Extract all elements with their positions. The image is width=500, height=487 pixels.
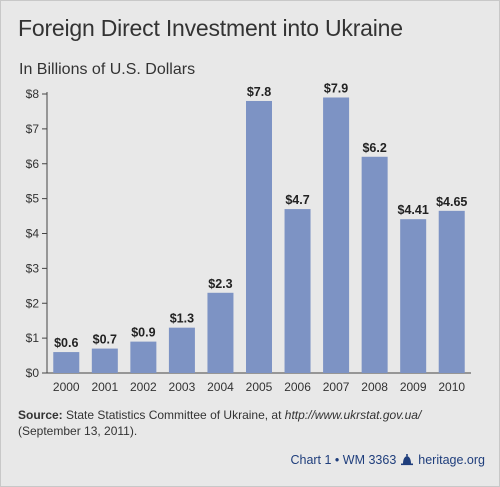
x-tick-label: 2004 — [207, 380, 234, 394]
bar — [323, 97, 350, 374]
bar — [91, 348, 118, 373]
source-note: Source: State Statistics Committee of Uk… — [18, 407, 488, 439]
data-label: $1.3 — [170, 312, 194, 326]
y-tick-label: $4 — [26, 227, 40, 241]
footer: Chart 1 • WM 3363 heritage.org — [290, 453, 485, 467]
x-tick-label: 2002 — [130, 380, 157, 394]
data-label: $0.9 — [131, 326, 155, 340]
bar-chart: $0 $1 $2 $3 $4 $5 $6 $7 $8 $0.6 2000 $0.7 2001 $0.9 20… — [26, 81, 471, 394]
x-tick-label: 2007 — [323, 380, 350, 394]
y-tick-label: $7 — [26, 122, 40, 136]
x-tick-label: 2006 — [284, 380, 311, 394]
chart-subtitle: In Billions of U.S. Dollars — [19, 61, 196, 78]
bar — [400, 219, 427, 373]
y-tick-label: $5 — [26, 192, 40, 206]
y-tick-label: $8 — [26, 87, 40, 101]
y-tick-label: $0 — [26, 366, 40, 380]
data-label: $4.65 — [436, 195, 467, 209]
bar — [246, 100, 272, 373]
site-link[interactable]: heritage.org — [418, 453, 485, 467]
y-tick-label: $1 — [26, 331, 40, 345]
data-label: $6.2 — [362, 141, 386, 155]
chart-reference: Chart 1 • WM 3363 — [290, 453, 397, 467]
bar — [207, 292, 234, 373]
x-tick-label: 2005 — [246, 380, 273, 394]
y-tick-label: $2 — [26, 296, 40, 310]
source-date: (September 13, 2011). — [18, 424, 138, 438]
data-label: $7.8 — [247, 85, 271, 99]
source-label: Source: — [18, 408, 63, 422]
x-tick-label: 2010 — [438, 380, 465, 394]
data-label: $2.3 — [208, 277, 232, 291]
liberty-bell-icon — [400, 454, 414, 466]
bar — [130, 341, 157, 373]
x-tick-label: 2003 — [169, 380, 196, 394]
data-label: $0.6 — [54, 336, 78, 350]
chart-title: Foreign Direct Investment into Ukraine — [18, 15, 403, 41]
x-tick-label: 2000 — [53, 380, 80, 394]
data-label: $4.41 — [398, 203, 429, 217]
source-url[interactable]: http://www.ukrstat.gov.ua/ — [284, 408, 422, 422]
x-tick-label: 2009 — [400, 380, 427, 394]
data-label: $7.9 — [324, 81, 348, 95]
y-tick-label: $3 — [26, 261, 40, 275]
x-tick-label: 2008 — [361, 380, 388, 394]
bar — [53, 352, 80, 373]
x-tick-label: 2001 — [91, 380, 118, 394]
data-label: $4.7 — [285, 193, 309, 207]
bar — [438, 210, 465, 373]
bar — [361, 156, 388, 373]
bar — [284, 209, 311, 373]
source-text: State Statistics Committee of Ukraine, a… — [62, 408, 285, 422]
bar — [168, 327, 195, 373]
y-tick-label: $6 — [26, 157, 40, 171]
data-label: $0.7 — [93, 333, 117, 347]
